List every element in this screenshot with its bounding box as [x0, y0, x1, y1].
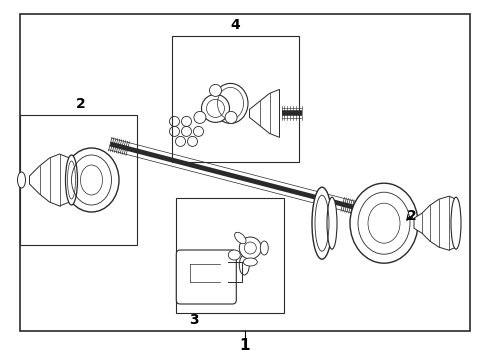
Ellipse shape — [235, 232, 246, 244]
Ellipse shape — [312, 187, 332, 259]
Ellipse shape — [239, 255, 249, 275]
Ellipse shape — [327, 197, 337, 249]
Text: 2: 2 — [76, 98, 86, 111]
Text: 2: 2 — [407, 209, 416, 223]
Text: 3: 3 — [189, 314, 198, 327]
Polygon shape — [249, 89, 279, 138]
Ellipse shape — [244, 258, 257, 266]
Bar — [20, 115, 137, 245]
Ellipse shape — [228, 250, 240, 260]
Ellipse shape — [260, 241, 269, 255]
FancyBboxPatch shape — [176, 250, 236, 304]
Ellipse shape — [210, 84, 221, 96]
Ellipse shape — [451, 197, 461, 249]
Ellipse shape — [64, 148, 119, 212]
Ellipse shape — [225, 111, 237, 123]
Ellipse shape — [213, 84, 248, 123]
Text: 4: 4 — [230, 18, 240, 32]
Polygon shape — [29, 154, 70, 206]
Ellipse shape — [201, 94, 229, 122]
Ellipse shape — [350, 183, 418, 263]
Ellipse shape — [239, 237, 261, 259]
Ellipse shape — [66, 155, 77, 205]
Ellipse shape — [18, 172, 25, 188]
Bar — [176, 198, 284, 313]
Polygon shape — [414, 196, 456, 250]
Bar — [20, 14, 470, 331]
Ellipse shape — [194, 111, 206, 123]
Text: 1: 1 — [240, 338, 250, 353]
Bar — [172, 36, 299, 162]
